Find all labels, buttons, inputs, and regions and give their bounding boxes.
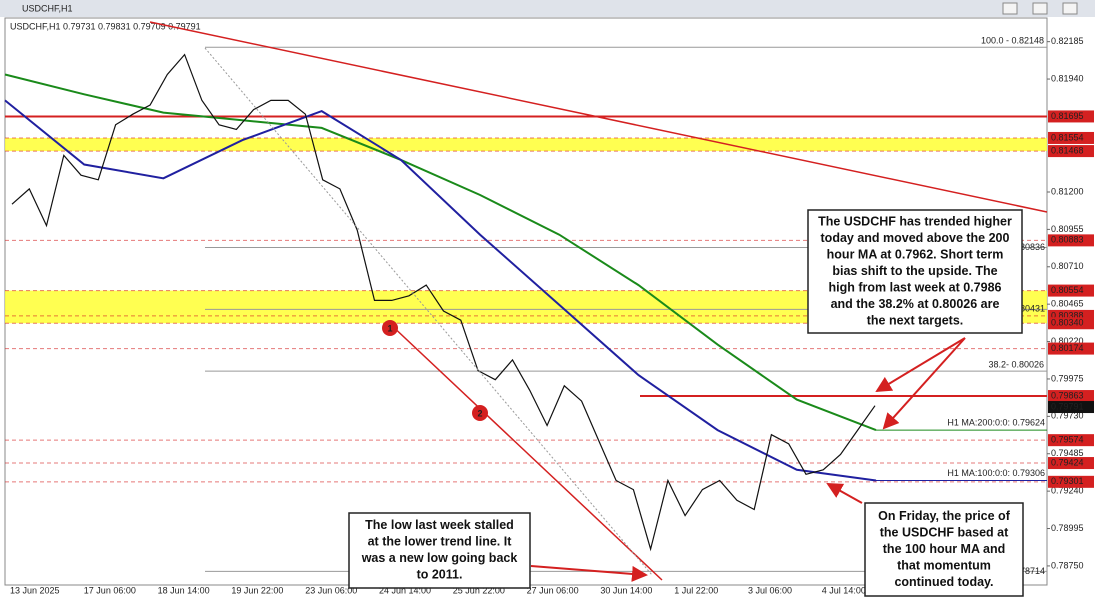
level-tag <box>1048 131 1094 144</box>
level-label: 0.79424 <box>1051 457 1084 467</box>
arrow <box>826 483 863 504</box>
fib-label: 38.2- 0.80026 <box>988 360 1044 370</box>
level-label: 78714 <box>1020 566 1045 576</box>
x-tick-label: 17 Jun 06:00 <box>84 585 136 595</box>
arrow <box>530 565 648 582</box>
x-tick-label: 27 Jun 06:00 <box>527 585 579 595</box>
x-tick-label: 24 Jun 14:00 <box>379 585 431 595</box>
level-tag <box>1048 390 1094 403</box>
y-tick-label: 0.81940 <box>1051 73 1084 83</box>
y-tick-label: 0.79975 <box>1051 373 1084 383</box>
annotation-text: continued today. <box>894 575 993 589</box>
marker <box>472 405 488 421</box>
level-label: 0.80340 <box>1051 318 1084 328</box>
arrow <box>875 337 966 393</box>
level-label: 0.80883 <box>1051 235 1084 245</box>
price-tag <box>1048 401 1094 414</box>
ma-line <box>4 99 877 482</box>
level-tag <box>1048 145 1094 158</box>
marker-label: 2 <box>477 408 482 418</box>
level-tag <box>1048 457 1094 470</box>
ma-line <box>4 73 877 432</box>
y-tick-label: 0.78750 <box>1051 560 1084 570</box>
minimize-button[interactable] <box>1002 2 1018 15</box>
y-tick-label: 0.82185 <box>1051 36 1084 46</box>
level-label: 0.80388 <box>1051 310 1084 320</box>
annotation-text: was a new low going back <box>361 551 518 565</box>
annotation-text: The low last week stalled <box>365 518 514 532</box>
level-label: 0.79301 <box>1051 476 1084 486</box>
y-tick-label: 0.81200 <box>1051 186 1084 196</box>
level-label: 80836 <box>1020 242 1045 252</box>
x-tick-label: 18 Jun 14:00 <box>158 585 210 595</box>
lower-trend-line <box>387 321 663 581</box>
x-tick-label: 4 Jul 14:00 <box>822 585 866 595</box>
level-label: 0.80174 <box>1051 343 1084 353</box>
fib-label: 100.0 - 0.82148 <box>981 36 1044 46</box>
y-tick-label: 0.78995 <box>1051 523 1084 533</box>
annotation-text: hour MA at 0.7962. Short term <box>827 247 1004 261</box>
x-tick-label: 19 Jun 22:00 <box>231 585 283 595</box>
close-button[interactable] <box>1062 2 1078 15</box>
annotation-text: On Friday, the price of <box>878 509 1011 523</box>
level-label: 0.81468 <box>1051 145 1084 155</box>
y-tick-label: 0.80710 <box>1051 261 1084 271</box>
y-tick-label: 0.79730 <box>1051 411 1084 421</box>
level-tag <box>1048 434 1094 447</box>
x-tick-label: 1 Jul 22:00 <box>674 585 718 595</box>
arrow <box>882 337 966 430</box>
annotation-text: bias shift to the upside. The <box>832 264 997 278</box>
x-tick-label: 30 Jun 14:00 <box>600 585 652 595</box>
price-label: 0.79791 <box>1051 401 1084 411</box>
annotation-box <box>348 512 531 589</box>
annotation-box <box>807 209 1023 334</box>
window-title: USDCHF,H1 <box>22 3 73 13</box>
x-tick-label: 3 Jul 06:00 <box>748 585 792 595</box>
x-tick-label: 25 Jun 22:00 <box>453 585 505 595</box>
level-label: 0.79863 <box>1051 390 1084 400</box>
fib-line <box>204 47 653 576</box>
level-tag <box>1048 475 1094 488</box>
annotation-text: the USDCHF based at <box>880 525 1009 539</box>
annotation-text: the next targets. <box>867 313 964 327</box>
y-tick-label: 0.79485 <box>1051 448 1084 458</box>
upper-trend-line <box>149 21 1048 213</box>
zone <box>5 137 1047 152</box>
annotation-text: today and moved above the 200 <box>821 231 1010 245</box>
y-tick-label: 0.79240 <box>1051 486 1084 496</box>
annotation-box <box>864 502 1024 597</box>
level-tag <box>1048 110 1094 123</box>
info-line: USDCHF,H1 0.79731 0.79831 0.79709 0.7979… <box>10 21 201 31</box>
level-tag <box>1048 317 1094 330</box>
level-tag <box>1048 234 1094 247</box>
y-tick-label: 0.80955 <box>1051 224 1084 234</box>
annotation-text: to 2011. <box>417 568 463 582</box>
level-label: 0.81554 <box>1051 132 1084 142</box>
annotation-text: high from last week at 0.7986 <box>829 280 1002 294</box>
level-label: 0.81695 <box>1051 111 1084 121</box>
annotation-text: The USDCHF has trended higher <box>818 214 1012 228</box>
annotation-text: at the lower trend line. It <box>368 535 513 549</box>
level-label: 0.80554 <box>1051 285 1084 295</box>
annotation-text: and the 38.2% at 0.80026 are <box>831 297 1000 311</box>
annotation-text: the 100 hour MA and <box>883 542 1005 556</box>
title-bar <box>0 0 1095 17</box>
marker <box>382 320 398 336</box>
annotation-text: that momentum <box>897 558 991 572</box>
price-line <box>11 53 876 552</box>
level-label: 80431 <box>1020 304 1045 314</box>
maximize-button[interactable] <box>1032 2 1048 15</box>
y-tick-label: 0.80465 <box>1051 299 1084 309</box>
y-tick-label: 0.80220 <box>1051 336 1084 346</box>
level-label: 0.79574 <box>1051 435 1084 445</box>
x-tick-label: 23 Jun 06:00 <box>305 585 357 595</box>
x-tick-label: 13 Jun 2025 <box>10 585 60 595</box>
level-tag <box>1048 284 1094 297</box>
ma-label: H1 MA:100:0:0: 0.79306 <box>947 468 1045 478</box>
ma-label: H1 MA:200:0:0: 0.79624 <box>947 417 1045 427</box>
marker-label: 1 <box>387 323 392 333</box>
level-tag <box>1048 342 1094 355</box>
